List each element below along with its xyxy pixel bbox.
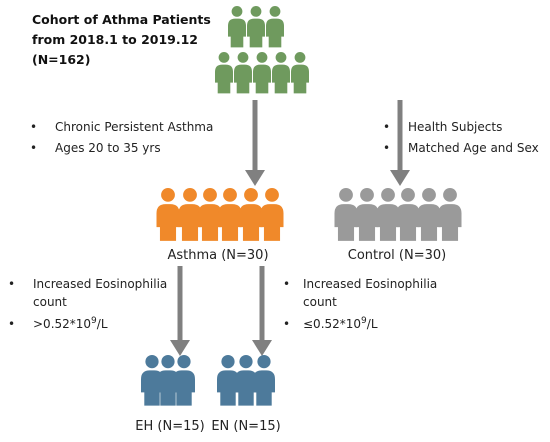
- criterion: Health Subjects: [408, 120, 502, 134]
- bullet-dot: •: [383, 120, 390, 134]
- en-icons: [217, 355, 275, 406]
- threshold: ≤0.52*109/L: [303, 316, 378, 331]
- group-label: Asthma (N=30): [167, 248, 268, 263]
- control-icons: [334, 188, 462, 241]
- threshold-unit: /L: [97, 317, 108, 331]
- bullet-dot: •: [283, 277, 290, 291]
- en-criteria: • Increased Eosinophilia count • ≤0.52*1…: [283, 277, 437, 331]
- group-label: EN (N=15): [211, 419, 280, 434]
- threshold-base: ≤0.52*10: [303, 317, 361, 331]
- bullet-dot: •: [283, 317, 290, 331]
- bullet-dot: •: [30, 120, 37, 134]
- right-criteria: • Health Subjects • Matched Age and Sex: [383, 120, 539, 155]
- criterion: count: [303, 295, 337, 309]
- criterion: count: [33, 295, 67, 309]
- threshold-exp: 9: [91, 316, 97, 326]
- criterion: Chronic Persistent Asthma: [55, 120, 213, 134]
- arrows: [170, 100, 410, 356]
- eh-criteria: • Increased Eosinophilia count • >0.52*1…: [8, 277, 167, 331]
- eh-icons: [141, 355, 195, 406]
- bullet-dot: •: [8, 317, 15, 331]
- title-line: (N=162): [32, 52, 90, 67]
- group-label: EH (N=15): [135, 419, 204, 434]
- criterion: Increased Eosinophilia: [33, 277, 167, 291]
- criterion: Ages 20 to 35 yrs: [55, 141, 161, 155]
- asthma-icons: [156, 188, 284, 241]
- threshold-exp: 9: [361, 316, 367, 326]
- group-label: Control (N=30): [348, 248, 446, 263]
- title-line: Cohort of Athma Patients: [32, 12, 211, 27]
- cohort-icons: [215, 6, 309, 94]
- bullet-dot: •: [383, 141, 390, 155]
- threshold: >0.52*109/L: [33, 316, 108, 331]
- left-criteria: • Chronic Persistent Asthma • Ages 20 to…: [30, 120, 213, 155]
- threshold-unit: /L: [367, 317, 378, 331]
- criterion: Matched Age and Sex: [408, 141, 539, 155]
- criterion: Increased Eosinophilia: [303, 277, 437, 291]
- title-line: from 2018.1 to 2019.12: [32, 32, 198, 47]
- threshold-base: >0.52*10: [33, 317, 91, 331]
- bullet-dot: •: [30, 141, 37, 155]
- bullet-dot: •: [8, 277, 15, 291]
